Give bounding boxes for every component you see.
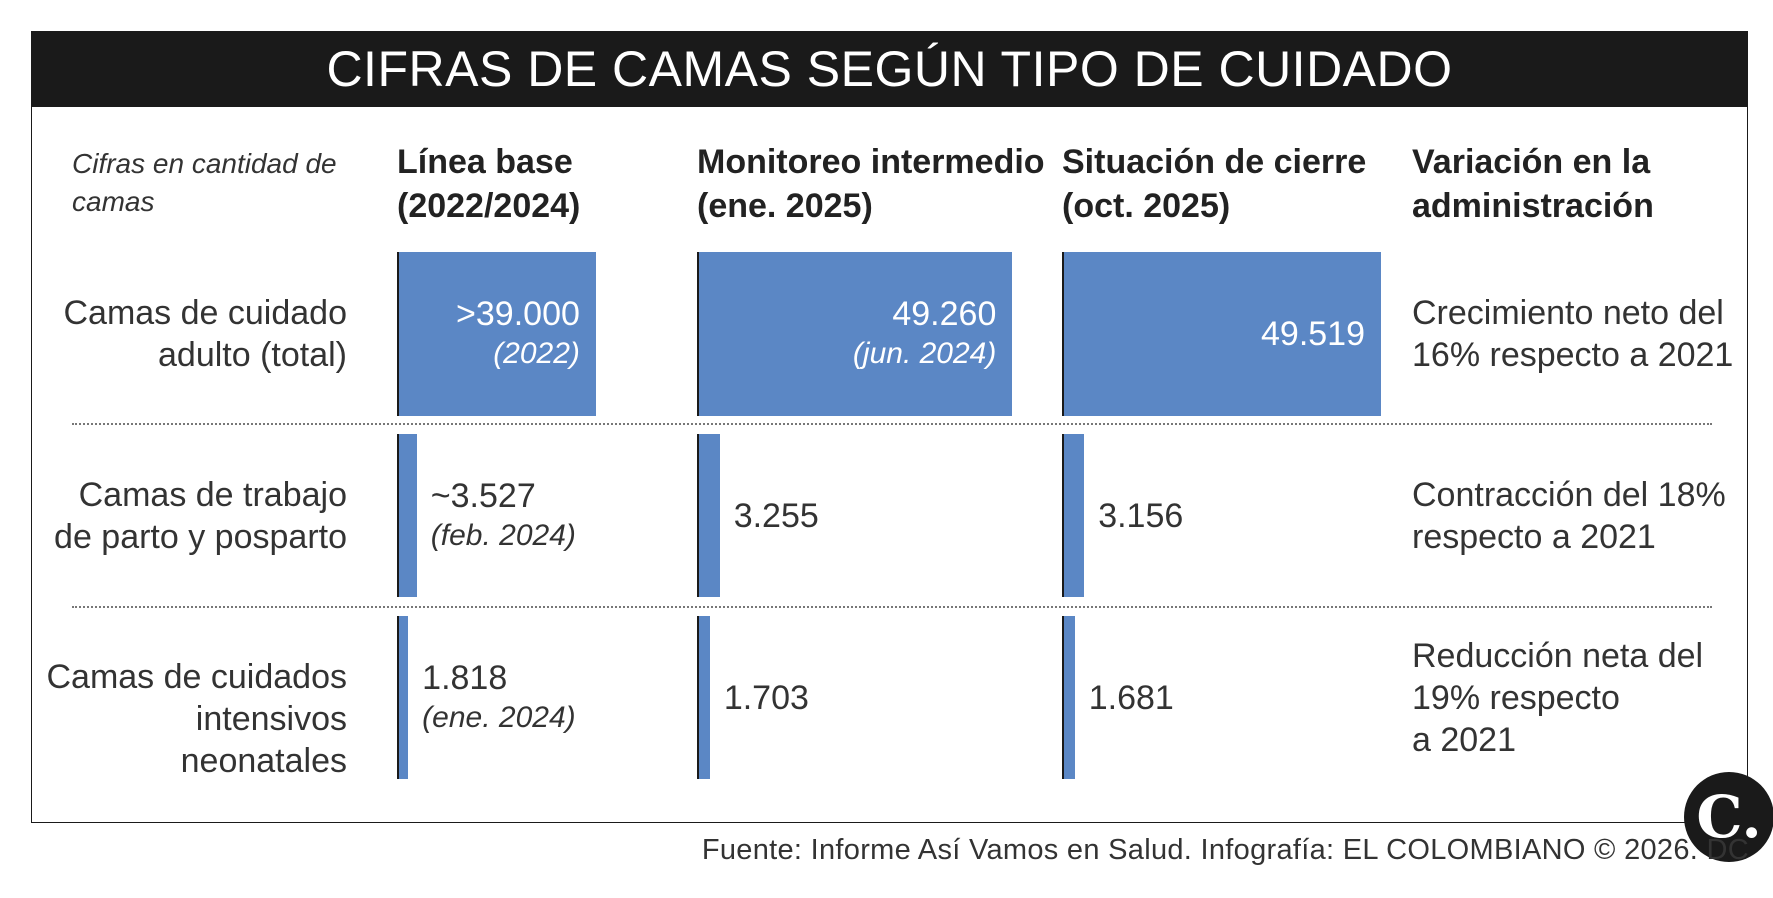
- bar-close: [1064, 616, 1075, 779]
- value-text: 3.156: [1098, 496, 1184, 535]
- value-text: 49.260: [892, 295, 997, 333]
- source-credit: Fuente: Informe Así Vamos en Salud. Info…: [701, 834, 1749, 866]
- axis-line: [1062, 434, 1064, 597]
- infographic-frame: CIFRAS DE CAMAS SEGÚN TIPO DE CUIDADO Ci…: [31, 31, 1773, 862]
- row-separator: [72, 423, 1712, 425]
- value-label-mid: 49.260 (jun. 2024): [853, 294, 996, 374]
- bar-mid: [699, 252, 1013, 416]
- value-text: 1.703: [723, 678, 809, 717]
- bar-close: [1064, 252, 1381, 416]
- units-note: Cifras en cantidad de camas: [72, 148, 337, 217]
- value-label-close: 49.519: [1261, 314, 1365, 354]
- value-label-base: 1.818 (ene. 2024): [422, 658, 575, 738]
- bar-mid: [699, 434, 720, 597]
- axis-line: [697, 616, 699, 779]
- value-label-mid: 1.703: [724, 678, 809, 718]
- value-label-base: >39.000 (2022): [456, 294, 580, 374]
- bar-close: [1064, 434, 1085, 597]
- value-label-close: 3.156: [1098, 496, 1183, 536]
- value-label-close: 1.681: [1089, 678, 1174, 718]
- row-separator: [72, 606, 1712, 608]
- axis-line: [397, 434, 399, 597]
- axis-line: [397, 252, 399, 416]
- row-label: Camas de cuidado adulto (total): [63, 294, 347, 374]
- bar-base: [399, 616, 409, 779]
- column-header-base: Línea base (2022/2024): [397, 143, 581, 225]
- value-label-base: ~3.527 (feb. 2024): [431, 476, 576, 556]
- variation-text: Reducción neta del 19% respecto a 2021: [1412, 636, 1704, 759]
- el-colombiano-logo: C.: [1684, 772, 1773, 862]
- value-label-mid: 3.255: [734, 496, 819, 536]
- axis-line: [397, 616, 399, 779]
- variation-text: Crecimiento neto del 16% respecto a 2021: [1412, 294, 1734, 374]
- variation-text: Contracción del 18% respecto a 2021: [1412, 475, 1726, 556]
- axis-line: [1062, 616, 1064, 779]
- value-text: >39.000: [456, 295, 580, 333]
- axis-line: [1062, 252, 1064, 416]
- value-date: (feb. 2024): [430, 518, 576, 552]
- axis-line: [697, 252, 699, 416]
- column-header-mid: Monitoreo intermedio (ene. 2025): [697, 143, 1045, 225]
- bar-mid: [699, 616, 710, 779]
- value-text: 49.519: [1261, 315, 1365, 353]
- axis-line: [697, 434, 699, 597]
- row-label: Camas de cuidados intensivos neonatales: [46, 657, 347, 780]
- value-text: 3.255: [733, 496, 819, 535]
- value-date: (jun. 2024): [852, 337, 997, 370]
- logo-letter: C.: [1696, 783, 1762, 851]
- page-title: CIFRAS DE CAMAS SEGÚN TIPO DE CUIDADO: [32, 32, 1747, 107]
- value-date: (2022): [493, 337, 580, 370]
- value-text: 1.818: [422, 658, 508, 697]
- value-date: (ene. 2024): [422, 700, 576, 734]
- bar-base: [399, 434, 417, 597]
- column-header-close: Situación de cierre (oct. 2025): [1062, 143, 1367, 225]
- value-text: 1.681: [1088, 678, 1174, 717]
- column-header-variation: Variación en la administración: [1412, 143, 1654, 225]
- value-text: ~3.527: [430, 476, 536, 515]
- bar-base: [399, 252, 596, 416]
- row-label: Camas de trabajo de parto y posparto: [54, 475, 347, 556]
